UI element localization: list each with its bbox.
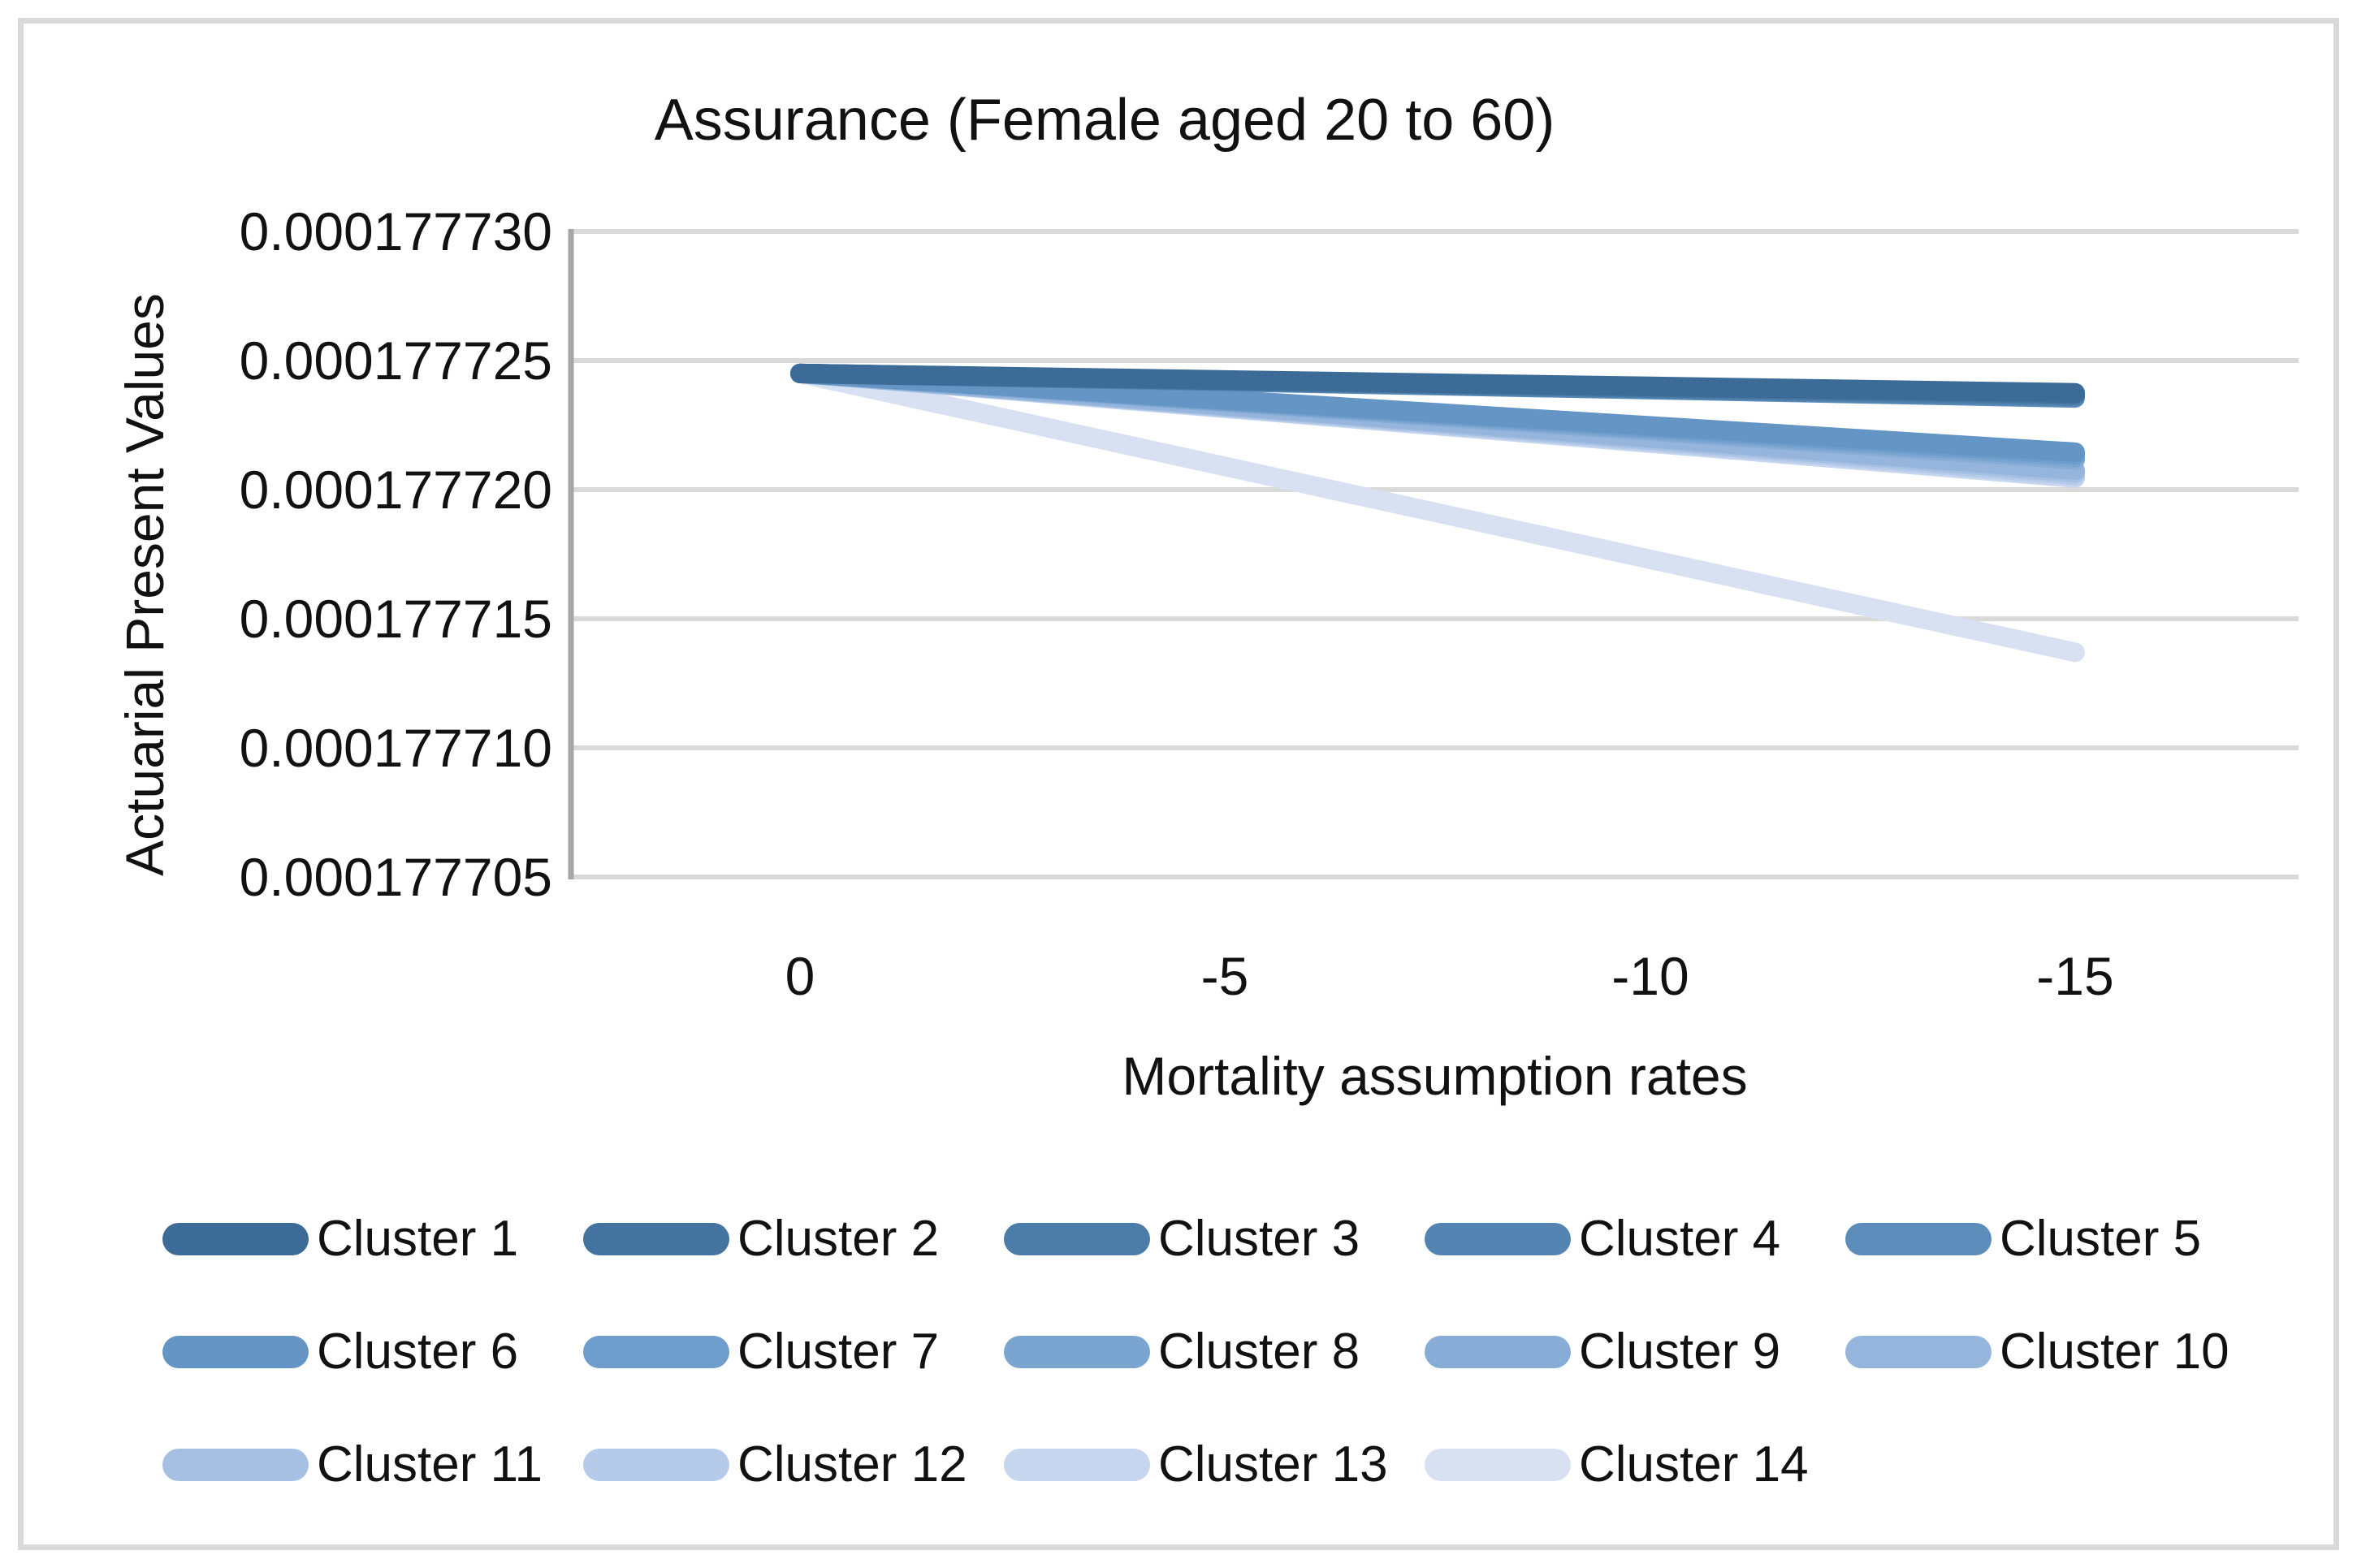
y-tick-label: 0.000177720 bbox=[239, 460, 552, 520]
legend-label: Cluster 14 bbox=[1579, 1436, 1809, 1492]
legend-item-cluster-1: Cluster 1 bbox=[162, 1209, 583, 1269]
legend-item-cluster-4: Cluster 4 bbox=[1425, 1209, 1845, 1269]
legend-label: Cluster 8 bbox=[1158, 1323, 1360, 1380]
legend-swatch bbox=[583, 1222, 729, 1255]
legend-swatch bbox=[1425, 1222, 1571, 1255]
x-tick-label: 0 bbox=[785, 946, 815, 1006]
legend-item-cluster-14: Cluster 14 bbox=[1425, 1435, 1845, 1495]
y-tick-label: 0.000177705 bbox=[239, 847, 552, 907]
legend-item-cluster-3: Cluster 3 bbox=[1004, 1209, 1425, 1269]
x-tick-label: -10 bbox=[1611, 946, 1689, 1006]
series-line-cluster-14 bbox=[790, 363, 2085, 663]
legend-swatch bbox=[162, 1448, 309, 1481]
legend-label: Cluster 9 bbox=[1579, 1323, 1781, 1380]
legend-label: Cluster 11 bbox=[317, 1436, 543, 1492]
legend-swatch bbox=[1845, 1335, 1992, 1368]
y-tick-label: 0.000177725 bbox=[239, 330, 552, 391]
series-line-cluster-1 bbox=[790, 363, 2085, 403]
legend-item-cluster-2: Cluster 2 bbox=[583, 1209, 1004, 1269]
legend-label: Cluster 12 bbox=[737, 1436, 967, 1492]
legend-swatch bbox=[1004, 1335, 1150, 1368]
legend-item-cluster-12: Cluster 12 bbox=[583, 1435, 1004, 1495]
legend-swatch bbox=[1004, 1222, 1150, 1255]
legend-swatch bbox=[583, 1335, 729, 1368]
legend-label: Cluster 1 bbox=[317, 1210, 519, 1267]
chart-title: Assurance (Female aged 20 to 60) bbox=[654, 88, 1555, 153]
chart-frame bbox=[18, 18, 2339, 1550]
legend-label: Cluster 2 bbox=[737, 1210, 940, 1267]
legend-item-cluster-9: Cluster 9 bbox=[1425, 1322, 1845, 1382]
legend-item-cluster-6: Cluster 6 bbox=[162, 1322, 583, 1382]
legend-swatch bbox=[162, 1222, 309, 1255]
legend-swatch bbox=[583, 1448, 729, 1481]
x-tick-label: -5 bbox=[1200, 946, 1249, 1006]
x-tick-label: -15 bbox=[2036, 946, 2114, 1006]
legend-label: Cluster 13 bbox=[1158, 1436, 1388, 1492]
legend-item-cluster-7: Cluster 7 bbox=[583, 1322, 1004, 1382]
legend-swatch bbox=[1004, 1448, 1150, 1481]
legend-label: Cluster 5 bbox=[2000, 1210, 2202, 1267]
legend-item-cluster-5: Cluster 5 bbox=[1845, 1209, 2266, 1269]
legend-swatch bbox=[1425, 1335, 1571, 1368]
legend-label: Cluster 10 bbox=[2000, 1323, 2229, 1380]
legend-item-cluster-13: Cluster 13 bbox=[1004, 1435, 1425, 1495]
legend-swatch bbox=[1425, 1448, 1571, 1481]
legend-label: Cluster 3 bbox=[1158, 1210, 1360, 1267]
legend-label: Cluster 7 bbox=[737, 1323, 940, 1380]
y-tick-label: 0.000177730 bbox=[239, 201, 552, 261]
legend-item-cluster-11: Cluster 11 bbox=[162, 1435, 583, 1495]
legend-item-cluster-10: Cluster 10 bbox=[1845, 1322, 2266, 1382]
legend-swatch bbox=[1845, 1222, 1992, 1255]
legend-label: Cluster 6 bbox=[317, 1323, 519, 1380]
y-tick-label: 0.000177710 bbox=[239, 718, 552, 778]
legend: Cluster 1 Cluster 2 Cluster 3 Cluster 4 Clus… bbox=[162, 1182, 2266, 1521]
x-axis-title: Mortality assumption rates bbox=[1122, 1046, 1748, 1106]
y-tick-label: 0.000177715 bbox=[239, 589, 552, 649]
legend-item-cluster-8: Cluster 8 bbox=[1004, 1322, 1425, 1382]
legend-swatch bbox=[162, 1335, 309, 1368]
legend-label: Cluster 4 bbox=[1579, 1210, 1781, 1267]
